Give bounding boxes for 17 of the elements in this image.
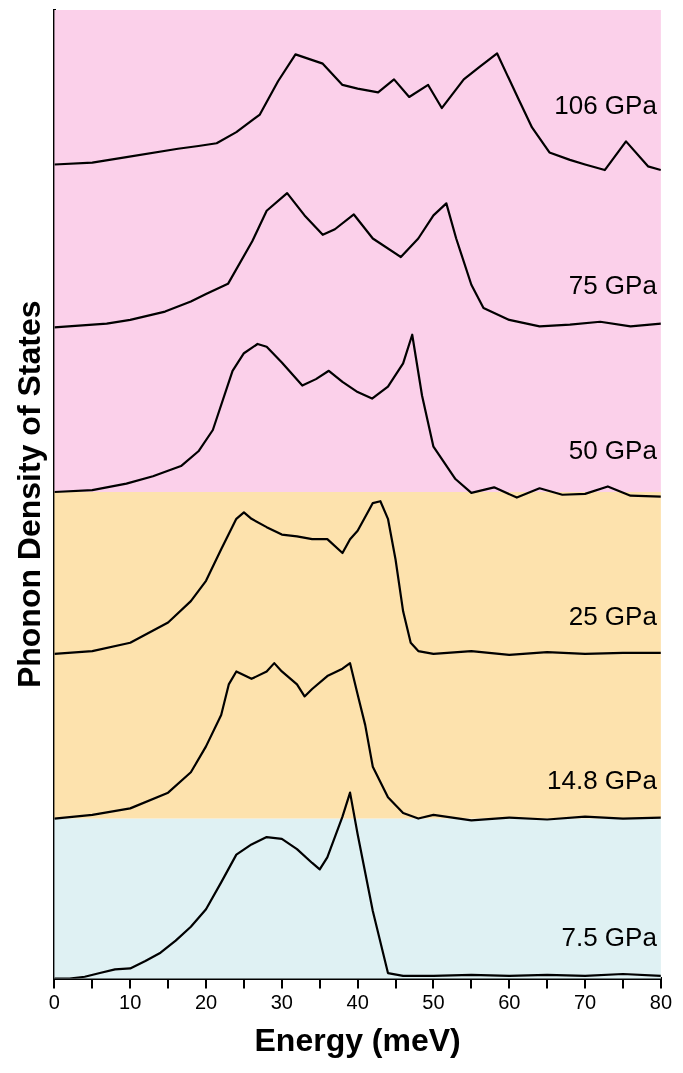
x-tick-label: 80 bbox=[649, 991, 672, 1014]
x-tick-label: 0 bbox=[48, 991, 60, 1014]
x-tick-label: 10 bbox=[119, 991, 142, 1014]
x-tick-label: 70 bbox=[573, 991, 597, 1014]
series-label: 75 GPa bbox=[568, 269, 658, 300]
x-tick-label: 40 bbox=[346, 991, 369, 1014]
x-tick-label: 20 bbox=[194, 991, 218, 1014]
x-tick-label: 50 bbox=[422, 991, 445, 1014]
series-label: 14.8 GPa bbox=[547, 764, 658, 795]
x-tick-label: 60 bbox=[498, 991, 521, 1014]
series-label: 7.5 GPa bbox=[561, 922, 658, 953]
x-axis-title: Energy (meV) bbox=[254, 1021, 461, 1058]
y-axis-title: Phonon Density of States bbox=[11, 300, 48, 689]
series-label: 50 GPa bbox=[568, 434, 658, 465]
series-label: 25 GPa bbox=[568, 601, 658, 632]
x-tick-label: 30 bbox=[270, 991, 293, 1014]
series-label: 106 GPa bbox=[554, 89, 658, 120]
